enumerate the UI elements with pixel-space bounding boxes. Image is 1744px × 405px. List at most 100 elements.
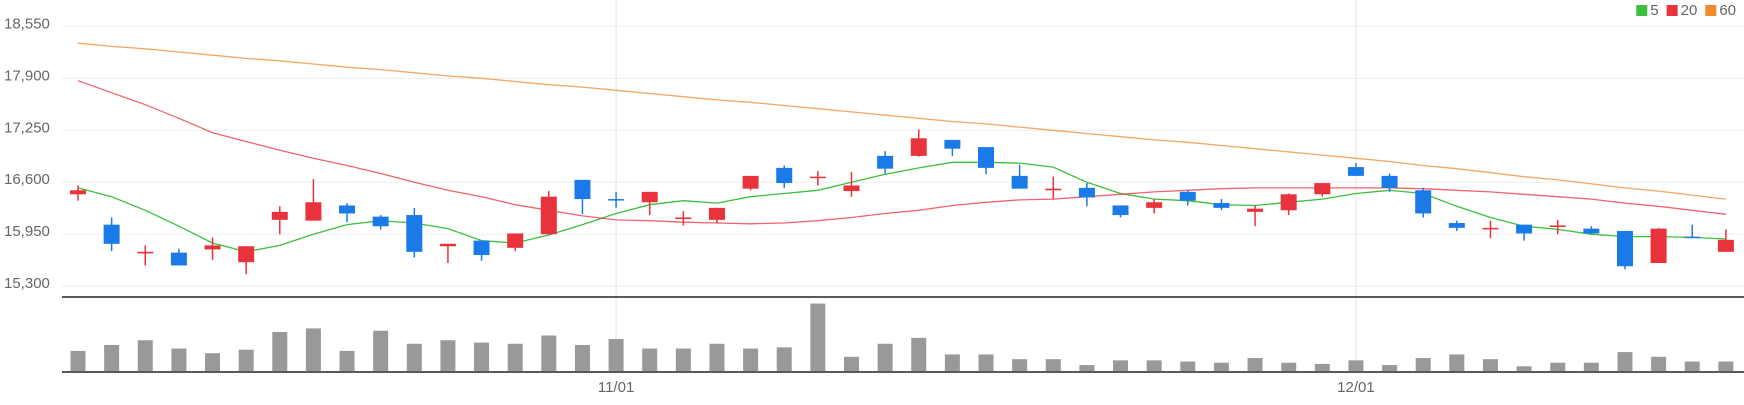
volume-bar [574, 344, 590, 371]
ma-line [77, 80, 1726, 225]
candle-body [1314, 183, 1331, 195]
volume-bar [1482, 359, 1498, 371]
candle-body [540, 196, 557, 235]
volume-bar [1449, 354, 1465, 371]
volume-bar [1079, 365, 1095, 371]
candle-body [1516, 224, 1533, 234]
ma-line [77, 161, 1726, 253]
candle-body [978, 147, 995, 168]
x-tick-label: 11/01 [598, 379, 634, 396]
candle-body [70, 190, 86, 195]
volume-bar [305, 328, 321, 371]
candle-body [675, 217, 692, 220]
volume-bar [1348, 360, 1364, 371]
volume-bar [440, 340, 456, 371]
candle-body [1347, 167, 1364, 176]
candle-body [776, 167, 793, 184]
candle-body [305, 202, 322, 221]
volume-bar [1415, 357, 1431, 371]
volume-bar [1213, 362, 1229, 371]
candle-body [103, 224, 120, 244]
volume-bar [205, 353, 221, 371]
candle-body [473, 240, 490, 256]
candle-body [708, 207, 725, 220]
legend-label: 20 [1681, 2, 1698, 19]
volume-bar [1651, 356, 1667, 371]
candle-body [608, 199, 625, 201]
y-tick-label: 15,300 [4, 275, 50, 292]
volume-bar [339, 350, 355, 371]
candle-body [1112, 205, 1129, 216]
volume-bar [1045, 359, 1061, 371]
y-tick-label: 17,900 [4, 67, 50, 84]
y-tick-label: 18,550 [4, 15, 50, 32]
volume-bar [843, 356, 859, 371]
volume-bar [709, 343, 725, 371]
volume-bar [1012, 359, 1028, 371]
volume-bar [137, 340, 153, 371]
legend-swatch [1636, 5, 1648, 16]
volume-bar [474, 342, 490, 371]
candle-body [1717, 239, 1734, 252]
volume-bar [1180, 361, 1196, 371]
candle-body [1179, 191, 1196, 201]
volume-bar [1281, 362, 1297, 371]
candle-body [742, 175, 759, 189]
candle-body [238, 246, 255, 263]
volume-bar [238, 349, 254, 371]
y-tick-label: 17,250 [4, 119, 50, 136]
candle-body [339, 205, 356, 214]
candle-body [944, 139, 961, 149]
candle-body [1011, 175, 1028, 189]
candle-body [1583, 228, 1600, 234]
candle-body [910, 138, 927, 156]
volume-bar [944, 354, 960, 371]
candle-body [1213, 203, 1230, 208]
candle-body [843, 185, 860, 192]
volume-bar [1382, 365, 1398, 371]
candle-body [1280, 194, 1297, 211]
volume-bar [272, 331, 288, 371]
candle-body [1247, 208, 1264, 212]
candle-body [574, 179, 591, 200]
volume-bar [1684, 361, 1700, 371]
candle-body [439, 243, 456, 247]
y-tick-label: 15,950 [4, 223, 50, 240]
volume-bar [877, 343, 893, 371]
volume-bar [1113, 360, 1129, 371]
volume-bar [541, 335, 557, 371]
volume-bar [406, 343, 422, 371]
candle-body [809, 176, 826, 179]
legend-swatch [1705, 5, 1717, 16]
candle-body [372, 216, 389, 227]
candle-body [1684, 236, 1701, 239]
volume-bar [1516, 366, 1532, 371]
candle-body [1078, 187, 1095, 198]
volume-bar [104, 344, 120, 371]
candle-body [1549, 225, 1566, 227]
candle-body [271, 211, 288, 220]
ma-line [77, 42, 1726, 200]
volume-bar [776, 347, 792, 371]
volume-bar [743, 348, 759, 371]
volume-bar [171, 348, 187, 371]
candle-body [1045, 188, 1062, 191]
volume-bar [373, 330, 389, 371]
volume-bar [1247, 357, 1263, 371]
volume-bar [1583, 362, 1599, 371]
candle-body [641, 191, 658, 203]
candle-body [1482, 227, 1499, 230]
legend-label: 60 [1719, 2, 1736, 19]
volume-bar [675, 348, 691, 371]
candle-body [1650, 228, 1667, 264]
volume-bar [911, 337, 927, 371]
volume-bar [642, 348, 658, 371]
volume-bar [1718, 361, 1734, 371]
candle-body [1448, 223, 1465, 228]
volume-bar [1550, 362, 1566, 371]
candle-body [507, 233, 524, 248]
volume-bar [1146, 360, 1162, 371]
y-tick-label: 16,600 [4, 171, 50, 188]
candle-body [1415, 190, 1432, 214]
